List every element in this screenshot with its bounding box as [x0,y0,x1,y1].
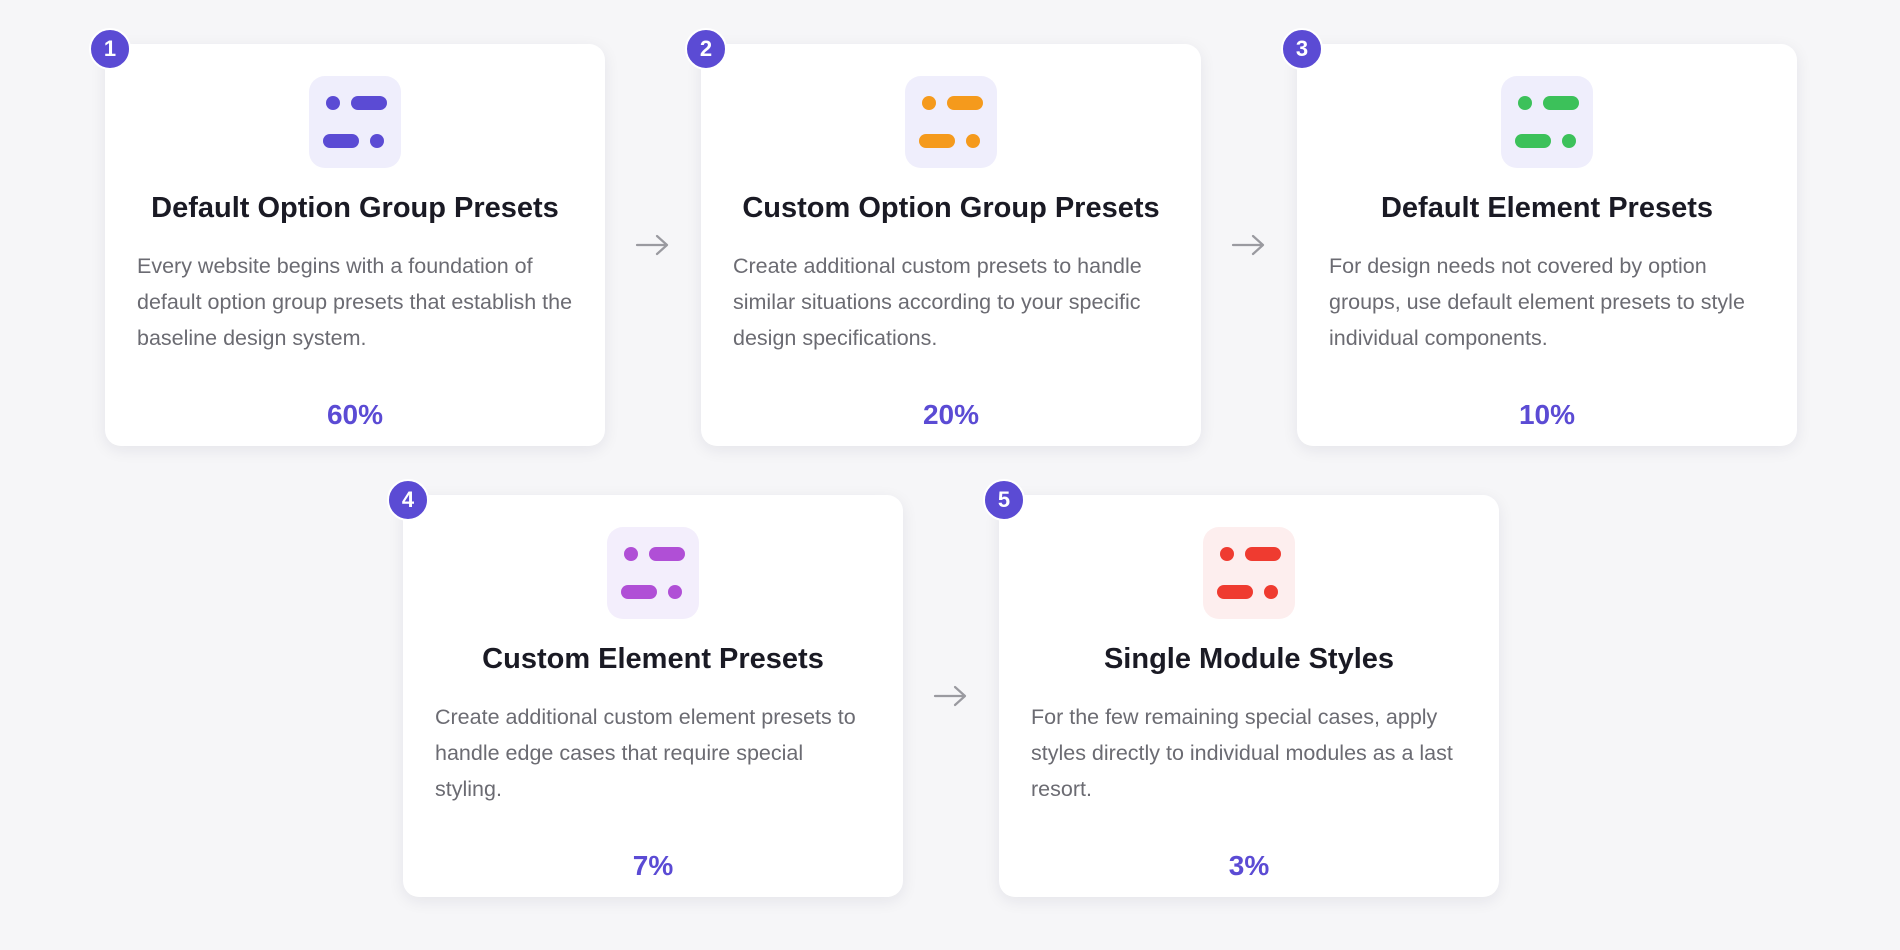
icon-box [905,76,997,168]
icon-box [1501,76,1593,168]
step-card-5: 5 Single Module Styles For the few remai… [983,479,1499,897]
card-description: Every website begins with a foundation o… [137,254,573,350]
step-card-1: 1 Default Option Group Presets Every web… [89,28,605,446]
card-percentage: 3% [1228,850,1270,881]
icon-box [607,527,699,619]
card-title: Default Option Group Presets [151,192,559,224]
card-title: Default Element Presets [1380,192,1713,224]
step-card-3: 3 Default Element Presets For design nee… [1281,28,1797,446]
step-number-badge: 4 [387,479,429,521]
card-percentage: 10% [1518,399,1576,430]
preset-list-icon [1217,547,1281,599]
preset-list-icon [1515,96,1579,148]
card-description: For the few remaining special cases, app… [1031,705,1453,801]
preset-list-icon [919,96,983,148]
step-number-badge: 5 [983,479,1025,521]
card-description: For design needs not covered by option g… [1329,254,1745,350]
card-title: Custom Element Presets [482,643,824,675]
icon-box [309,76,401,168]
card-percentage: 7% [632,850,674,881]
step-number-badge: 2 [685,28,727,70]
step-card-4: 4 Custom Element Presets Create addition… [387,479,903,897]
step-number-badge: 3 [1281,28,1323,70]
card-percentage: 20% [922,399,980,430]
step-number-badge: 1 [89,28,131,70]
preset-list-icon [323,96,387,148]
card-title: Single Module Styles [1103,643,1395,675]
preset-list-icon [621,547,685,599]
card-percentage: 60% [326,399,384,430]
step-card-2: 2 Custom Option Group Presets Create add… [685,28,1201,446]
card-title: Custom Option Group Presets [742,192,1160,224]
icon-box [1203,527,1295,619]
arrow-right-icon [933,685,967,707]
card-description: Create additional custom presets to hand… [733,254,1142,350]
card-description: Create additional custom element presets… [435,705,856,801]
arrow-right-icon [1231,234,1265,256]
arrow-right-icon [635,234,669,256]
